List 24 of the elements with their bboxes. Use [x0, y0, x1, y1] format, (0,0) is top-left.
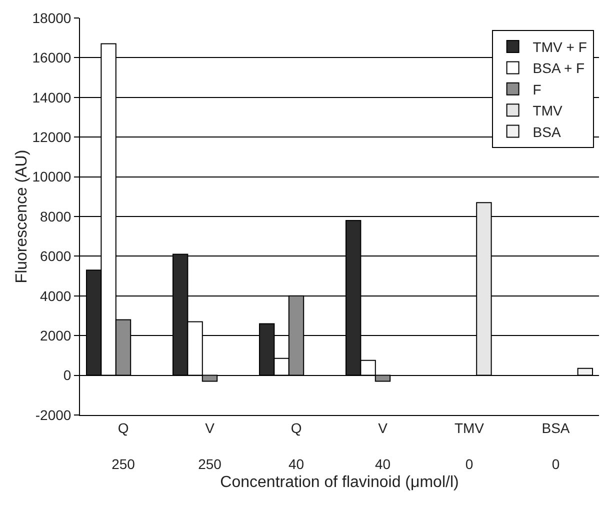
y-tick-label: -2000 — [35, 406, 72, 423]
y-axis-title: Fluorescence (AU) — [13, 150, 30, 284]
category-label: V 250 — [198, 420, 222, 472]
category-label: Q 250 — [112, 420, 135, 472]
y-tick-label: 8000 — [40, 208, 72, 224]
legend-label: F — [532, 81, 542, 98]
y-tick-label: 14000 — [32, 89, 72, 106]
category-label: TMV 0 — [454, 420, 484, 472]
y-tick-label: 0 — [63, 367, 72, 384]
y-tick-label: 16000 — [32, 50, 72, 66]
y-tick-label: 18000 — [32, 10, 72, 26]
category-label: BSA 0 — [542, 420, 570, 472]
x-axis-title: Concentration of flavinoid (μmol/l) — [220, 474, 459, 492]
y-tick-label: 2000 — [40, 328, 72, 344]
y-tick-label: 10000 — [32, 168, 72, 185]
category-label: V 40 — [374, 420, 391, 472]
y-tick-label: 4000 — [40, 288, 72, 304]
y-tick-label: 6000 — [40, 248, 72, 264]
legend-label: BSA — [532, 124, 562, 140]
legend-label: TMV + F — [532, 38, 587, 55]
category-label: Q 40 — [288, 420, 304, 472]
y-tick-label: 12000 — [32, 129, 72, 145]
legend-label: BSA + F — [532, 60, 585, 76]
legend-label: TMV — [532, 102, 564, 119]
